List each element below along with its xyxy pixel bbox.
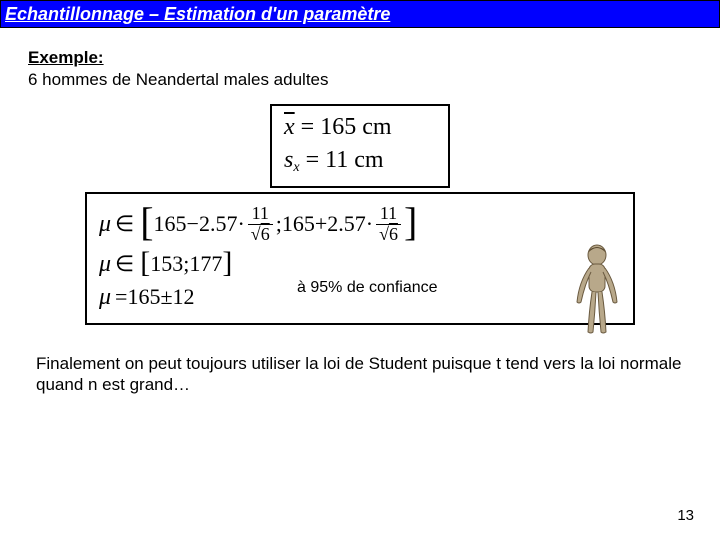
- frac1-den: √6: [247, 225, 274, 245]
- val-a1: 165: [154, 211, 187, 237]
- sqrt-n2: 6: [389, 224, 398, 244]
- sqrt-n: 6: [261, 224, 270, 244]
- lower-bound: 153: [150, 251, 183, 277]
- dot2: ·: [366, 211, 373, 237]
- frac2-num: 11: [376, 204, 401, 225]
- t-value: 2.57: [199, 211, 238, 237]
- equals: =: [306, 147, 320, 173]
- plus: +: [315, 211, 327, 237]
- equals: =: [301, 114, 315, 140]
- fraction-1: 11 √6: [247, 204, 274, 245]
- mu-symbol2: μ: [99, 251, 111, 278]
- sd-value: 11: [325, 147, 348, 173]
- equals3: =: [115, 284, 127, 310]
- mean-symbol: x: [284, 114, 295, 140]
- interval-numeric: μ ∈ [ 153 ; 177 ]: [99, 251, 621, 278]
- interval-box: μ ∈ [ 165 − 2.57 · 11 √6 ; 165 + 2.57 · …: [85, 192, 635, 325]
- page-title: Echantillonnage – Estimation d'un paramè…: [5, 4, 390, 25]
- mean-unit: cm: [362, 114, 391, 140]
- conclusion-text: Finalement on peut toujours utiliser la …: [36, 353, 684, 396]
- fraction-2: 11 √6: [375, 204, 402, 245]
- margin: 12: [173, 284, 195, 310]
- dot: ·: [237, 211, 244, 237]
- example-block: Exemple: 6 hommes de Neandertal males ad…: [28, 48, 720, 90]
- example-label: Exemple:: [28, 48, 720, 68]
- plus-minus: ±: [160, 284, 172, 310]
- page-number: 13: [677, 507, 694, 524]
- neandertal-icon: [571, 242, 623, 338]
- sd-symbol: s: [284, 147, 293, 173]
- mu-symbol3: μ: [99, 284, 111, 311]
- sd-subscript: x: [293, 160, 299, 175]
- element-of: ∈: [115, 211, 134, 237]
- val-a2: 165: [282, 211, 315, 237]
- mean-value: 165: [320, 114, 356, 140]
- upper-bound: 177: [189, 251, 222, 277]
- example-text: 6 hommes de Neandertal males adultes: [28, 70, 720, 90]
- interval-full: μ ∈ [ 165 − 2.57 · 11 √6 ; 165 + 2.57 · …: [99, 204, 621, 245]
- frac1-num: 11: [248, 204, 273, 225]
- sd-unit: cm: [354, 147, 383, 173]
- confidence-label: à 95% de confiance: [297, 279, 438, 297]
- stats-box: x = 165 cm sx = 11 cm: [270, 104, 450, 188]
- header-bar: Echantillonnage – Estimation d'un paramè…: [0, 0, 720, 28]
- t-value2: 2.57: [327, 211, 366, 237]
- center: 165: [127, 284, 160, 310]
- mean-equation: x = 165 cm: [284, 114, 436, 141]
- minus: −: [187, 211, 199, 237]
- element-of2: ∈: [115, 251, 134, 277]
- sqrt-sym2: √: [379, 224, 389, 244]
- mu-symbol: μ: [99, 211, 111, 238]
- sqrt-sym: √: [251, 224, 261, 244]
- frac2-den: √6: [375, 225, 402, 245]
- sd-equation: sx = 11 cm: [284, 147, 436, 176]
